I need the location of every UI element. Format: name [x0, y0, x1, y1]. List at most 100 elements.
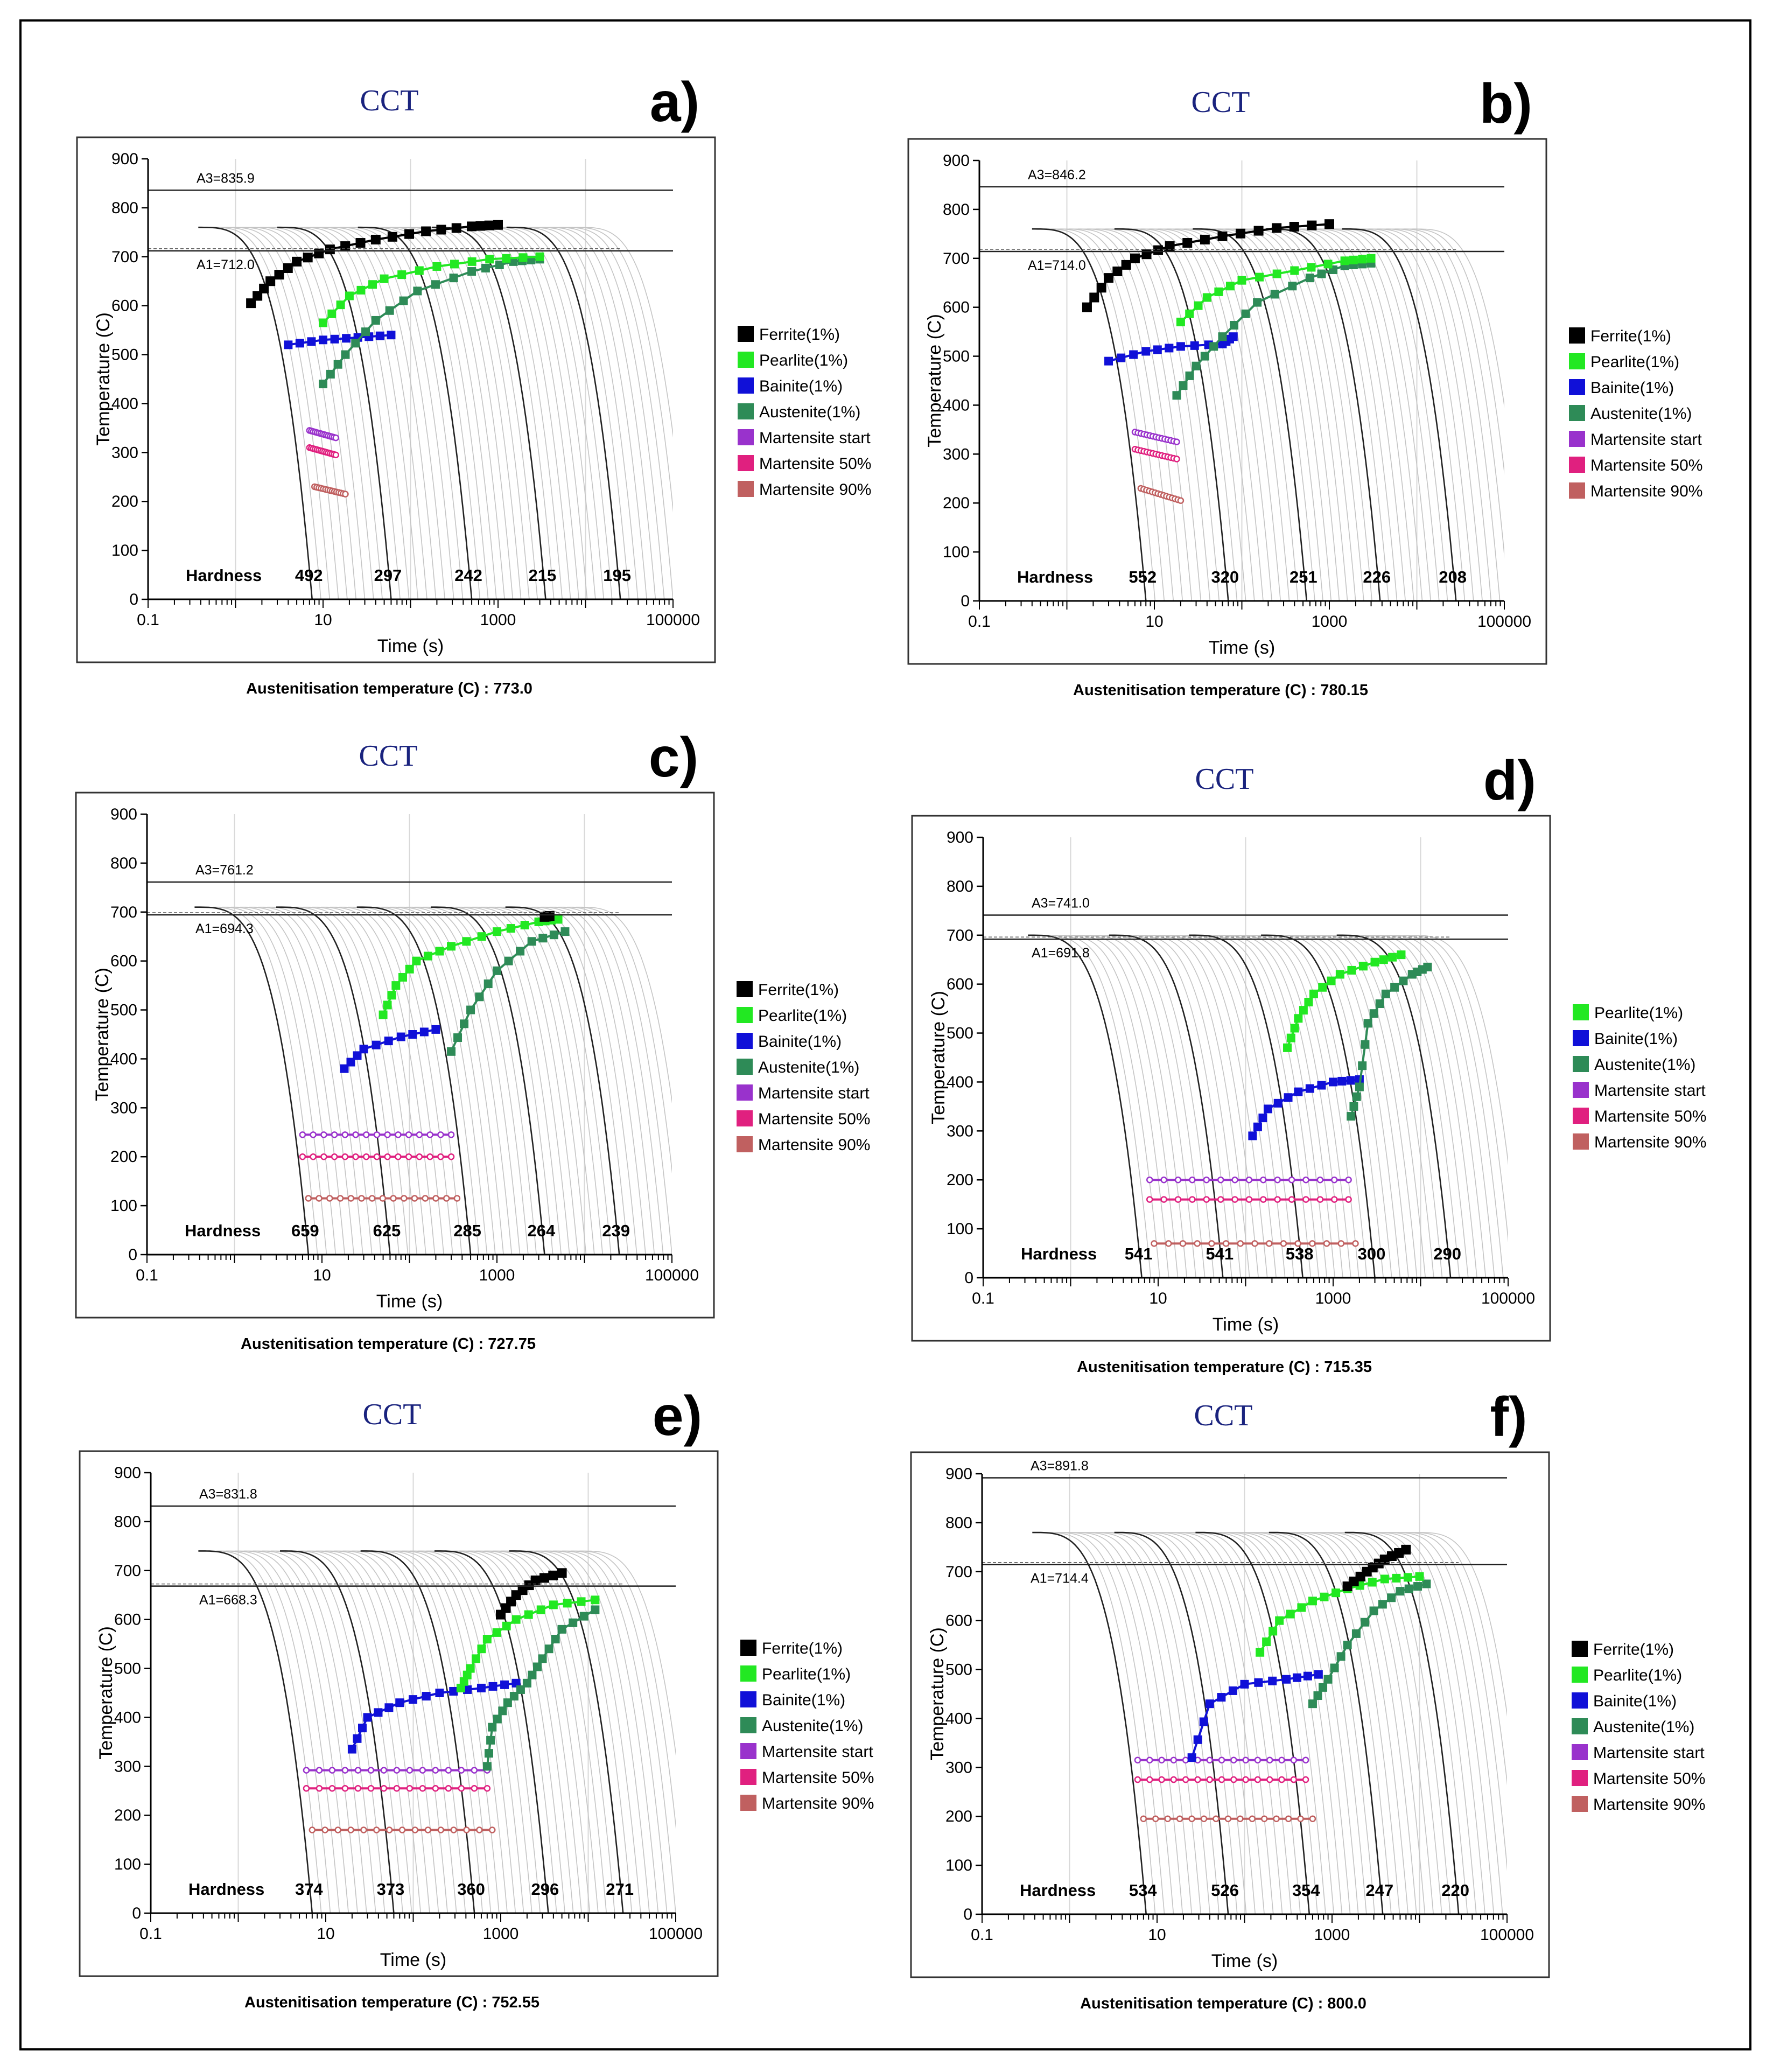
pearlite-marker [432, 262, 442, 271]
legend-swatch-ferrite [1569, 327, 1585, 344]
cooling-curve [1050, 228, 1165, 601]
legend: Ferrite(1%) Pearlite(1%) Bainite(1%) Austen… [738, 326, 871, 499]
cooling-curve [1028, 934, 1143, 1278]
cooling-curve [303, 906, 418, 1255]
pearlite-marker [1308, 1597, 1317, 1606]
austenite-marker [516, 1685, 525, 1694]
m50-marker [310, 1153, 317, 1160]
y-tick-label: 600 [945, 1612, 972, 1630]
pearlite-marker [1290, 1024, 1299, 1033]
austenite-marker [467, 267, 476, 276]
m50-marker [352, 1153, 359, 1160]
ms-marker [332, 434, 339, 442]
x-axis-title: Time (s) [1211, 1951, 1278, 1971]
bainite-marker [431, 1025, 440, 1034]
austenitisation-caption: Austenitisation temperature (C) : 773.0 [246, 680, 532, 697]
m90-marker [1165, 1240, 1172, 1247]
cooling-curve [295, 227, 410, 599]
bainite-marker [1314, 1670, 1323, 1679]
cooling-curve [577, 227, 673, 438]
ferrite-marker [246, 298, 256, 309]
cooling-curve [240, 906, 354, 1255]
austenite-marker [551, 1635, 560, 1644]
legend-label-ferrite: Ferrite(1%) [1593, 1641, 1674, 1658]
cooling-curve [1213, 935, 1328, 1278]
bainite-marker [463, 1685, 472, 1694]
austenite-marker [557, 1625, 566, 1634]
bainite-marker [1253, 1122, 1262, 1131]
y-tick-label: 0 [964, 1269, 973, 1287]
legend-label-pearlite: Pearlite(1%) [1593, 1667, 1682, 1684]
m90-marker [1200, 1815, 1208, 1823]
legend-swatch-pearlite [1569, 353, 1585, 369]
austenite-marker [371, 316, 380, 325]
cct-panel: CCT f) A3=891.8 A1=714.4 0 100 200 300 400 500 600… [910, 1386, 1705, 2012]
pearlite-marker [462, 1670, 472, 1679]
legend-swatch-m50 [740, 1769, 756, 1785]
cooling-curve [443, 1550, 557, 1913]
ms-marker [316, 1767, 323, 1774]
legend-label-m90: Martensite 90% [1594, 1133, 1706, 1151]
bainite-marker [1258, 1114, 1267, 1123]
legend-label-m90: Martensite 90% [1590, 482, 1702, 500]
legend-label-pearlite: Pearlite(1%) [1590, 353, 1679, 371]
cooling-curve [1073, 935, 1188, 1278]
austenite-marker [1209, 342, 1218, 351]
cooling-curve [358, 226, 473, 599]
pearlite-marker [1358, 255, 1367, 264]
cooling-curve [280, 1550, 395, 1913]
pearlite-marker [1415, 1572, 1424, 1581]
cooling-curve [298, 1550, 412, 1913]
x-tick-label: 0.1 [971, 1926, 993, 1944]
austenite-marker [483, 979, 493, 989]
pearlite-marker [336, 300, 345, 310]
m90-marker [1213, 1815, 1220, 1823]
bainite-marker [358, 1724, 367, 1733]
pearlite-marker [1323, 260, 1333, 269]
austenite-marker [1361, 1618, 1370, 1627]
cooling-curve [1150, 1532, 1265, 1914]
m90-marker [1309, 1815, 1316, 1823]
austenite-marker [1241, 309, 1250, 318]
y-tick-label: 900 [110, 806, 137, 823]
m90-marker [463, 1826, 470, 1833]
y-axis-title: Temperature (C) [96, 1626, 116, 1760]
cooling-curve [1368, 228, 1483, 601]
ferrite-marker [1236, 228, 1246, 239]
ferrite-marker [467, 221, 477, 232]
bainite-marker [372, 1040, 381, 1049]
cooling-curve [1236, 1532, 1351, 1914]
legend-label-m90: Martensite 90% [759, 481, 871, 499]
ms-marker [447, 1131, 455, 1138]
cooling-curve [523, 906, 637, 1255]
austenite-marker [493, 966, 501, 975]
legend-label-m90: Martensite 90% [1593, 1796, 1705, 1814]
cooling-curve [1294, 935, 1409, 1278]
bainite-marker [1254, 1678, 1263, 1687]
cooling-curve [1041, 1532, 1156, 1914]
ms-marker [1260, 1176, 1267, 1184]
pearlite-marker [577, 1597, 586, 1606]
cooling-curve [1237, 935, 1351, 1278]
cooling-curve [1325, 228, 1440, 601]
ms-marker [1160, 1176, 1167, 1184]
pearlite-marker [356, 285, 366, 295]
plot-area [1032, 1474, 1507, 1914]
m90-marker [390, 1195, 397, 1202]
austenite-marker [488, 1723, 497, 1732]
cooling-curve [207, 227, 321, 599]
cooling-curve [1050, 1532, 1165, 1914]
ferrite-marker [544, 911, 555, 921]
m90-marker [326, 1195, 333, 1202]
y-tick-label: 500 [947, 1025, 973, 1042]
m50-marker [363, 1153, 370, 1160]
hardness-value: 360 [457, 1880, 485, 1899]
cooling-curve [356, 906, 472, 1255]
m50-marker [1290, 1776, 1298, 1783]
hardness-value: 285 [453, 1221, 481, 1240]
y-tick-label: 700 [114, 1562, 141, 1580]
x-tick-label: 100000 [1481, 1290, 1535, 1307]
austenite-marker [1288, 282, 1297, 291]
austenite-marker [1313, 1691, 1322, 1700]
cooling-curve [480, 906, 595, 1255]
